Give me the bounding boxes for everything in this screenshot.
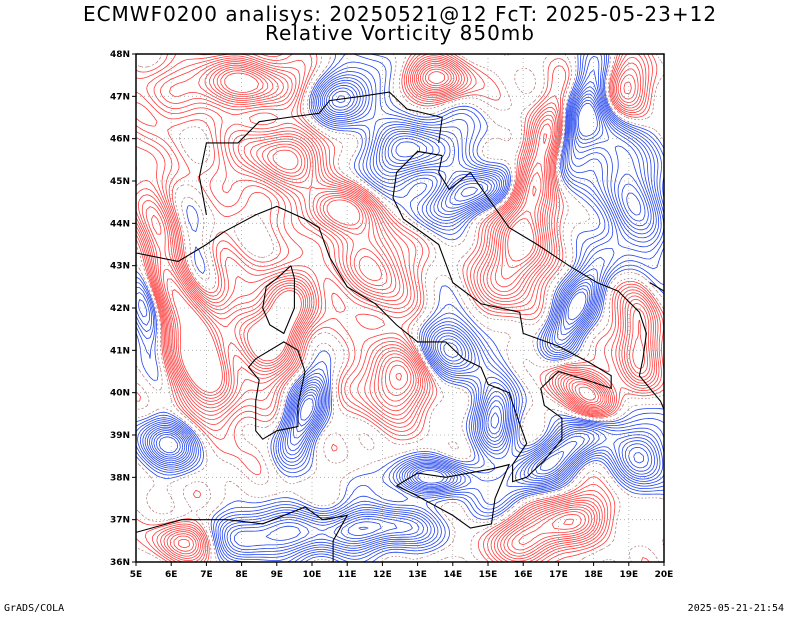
negative-contour-line	[149, 82, 656, 551]
negative-contour-line	[136, 55, 664, 561]
lon-tick-label: 17E	[549, 570, 568, 580]
coastline-segment	[247, 341, 306, 440]
lat-tick-label: 40N	[110, 389, 130, 399]
lon-tick-label: 16E	[514, 570, 533, 580]
positive-contour-line	[171, 71, 597, 525]
positive-contour-line	[136, 54, 664, 562]
coastline-segment	[649, 282, 664, 292]
positive-contour-line	[151, 66, 602, 546]
lat-tick-label: 44N	[110, 219, 130, 229]
positive-vorticity-contours	[136, 54, 664, 562]
positive-contour-line	[166, 68, 600, 530]
coastline-segment	[396, 463, 511, 529]
negative-contour-line	[158, 95, 642, 530]
lon-tick-label: 10E	[303, 570, 322, 580]
negative-contour-line	[144, 77, 661, 556]
positive-contour-line	[145, 64, 645, 551]
negative-contour-line	[136, 54, 664, 562]
positive-contour-line	[141, 62, 648, 554]
positive-contour-line	[138, 61, 651, 557]
lon-tick-label: 19E	[619, 570, 638, 580]
axis-ticks: 5E 6E 7E 8E 9E 10E 11E 12E 13E 14E 15E 16E 17E 18E 19E…	[110, 50, 673, 580]
negative-contour-line	[151, 84, 653, 547]
coastline-segment	[223, 150, 612, 483]
lon-tick-label: 7E	[200, 570, 212, 580]
coastline-segment	[136, 231, 225, 262]
map-subtitle: Relative Vorticity 850mb	[265, 21, 535, 45]
lat-tick-label: 39N	[110, 431, 130, 441]
lon-tick-label: 15E	[479, 570, 498, 580]
lat-tick-label: 46N	[110, 135, 130, 145]
coastline-segment	[262, 265, 295, 335]
lat-tick-label: 38N	[110, 473, 130, 483]
coastline-segment	[198, 91, 443, 215]
negative-contour-line	[136, 54, 664, 562]
lon-tick-label: 12E	[373, 570, 392, 580]
footer-timestamp: 2025-05-21-21:54	[687, 603, 784, 614]
negative-contour-line	[136, 54, 664, 562]
positive-contour-line	[136, 54, 662, 562]
map-title: ECMWF0200 analisys: 20250521@12 FcT: 202…	[82, 2, 718, 26]
lat-tick-label: 41N	[110, 346, 130, 356]
footer-credit: GrADS/COLA	[4, 603, 65, 614]
coastline-segment	[136, 506, 349, 562]
lon-tick-label: 6E	[165, 570, 177, 580]
lat-tick-label: 47N	[110, 92, 130, 102]
lat-tick-label: 37N	[110, 516, 130, 526]
negative-contour-line	[136, 54, 664, 562]
lon-tick-label: 5E	[130, 570, 142, 580]
lon-tick-label: 13E	[408, 570, 427, 580]
lat-tick-label: 45N	[110, 177, 130, 187]
lon-tick-label: 9E	[271, 570, 283, 580]
coastlines	[136, 91, 664, 562]
positive-contour-line	[136, 59, 653, 560]
negative-contour-line	[136, 54, 664, 562]
lon-tick-label: 18E	[584, 570, 603, 580]
positive-contour-line	[136, 54, 664, 562]
lon-tick-label: 8E	[235, 570, 247, 580]
vorticity-field	[136, 54, 664, 562]
negative-vorticity-contours	[136, 54, 664, 562]
negative-contour-line	[155, 90, 646, 536]
positive-contour-line	[136, 57, 655, 562]
lat-tick-label: 43N	[110, 262, 130, 272]
positive-contour-line	[136, 54, 664, 562]
lat-tick-label: 48N	[110, 50, 130, 60]
lat-tick-label: 42N	[110, 304, 130, 314]
lat-tick-label: 36N	[110, 558, 130, 568]
lon-tick-label: 20E	[655, 570, 674, 580]
zero-vorticity-contours	[136, 54, 664, 562]
lon-tick-label: 14E	[443, 570, 462, 580]
coastline-segment	[438, 155, 664, 410]
lon-tick-label: 11E	[338, 570, 357, 580]
positive-contour-line	[136, 55, 658, 562]
